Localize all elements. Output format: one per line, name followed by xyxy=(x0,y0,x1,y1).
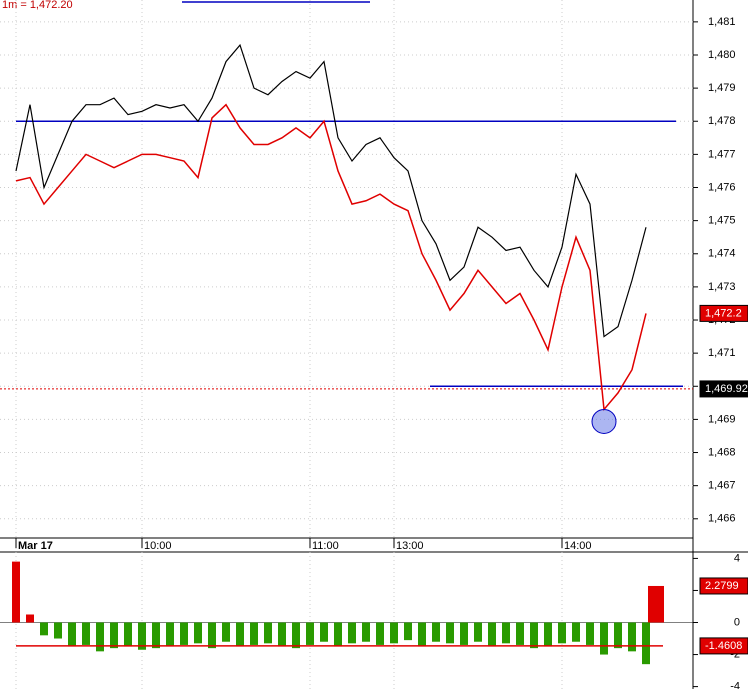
bar xyxy=(194,622,202,644)
chart-title: 1m = 1,472.20 xyxy=(2,0,73,11)
y-tick-label: 4 xyxy=(734,552,740,564)
value-box-label: 2.2799 xyxy=(705,580,739,592)
bar xyxy=(648,585,664,623)
bar xyxy=(572,622,580,642)
y-tick-label: 1,474 xyxy=(708,248,736,260)
x-tick-label: Mar 17 xyxy=(18,540,53,552)
bar xyxy=(446,622,454,644)
bar xyxy=(474,622,482,642)
x-tick-label: 10:00 xyxy=(144,540,172,552)
bar xyxy=(138,622,146,650)
value-box-label: 1,469.92 xyxy=(705,383,748,395)
bar xyxy=(236,622,244,647)
y-tick-label: 1,473 xyxy=(708,281,736,293)
bar xyxy=(460,622,468,645)
bar xyxy=(628,622,636,652)
x-tick-label: 14:00 xyxy=(564,540,592,552)
value-box-label: -1.4608 xyxy=(705,640,742,652)
value-box xyxy=(699,304,748,322)
bar xyxy=(166,622,174,647)
bar xyxy=(264,622,272,644)
bar xyxy=(208,622,216,649)
value-box xyxy=(699,577,748,595)
bar xyxy=(96,622,104,652)
value-box xyxy=(699,380,748,398)
bar xyxy=(306,622,314,645)
bar xyxy=(502,622,510,644)
bar xyxy=(376,622,384,645)
y-tick-label: 1,481 xyxy=(708,16,736,28)
bar xyxy=(404,622,412,641)
bar xyxy=(12,561,20,623)
bar xyxy=(278,622,286,647)
bar xyxy=(600,622,608,655)
y-tick-label: 1,480 xyxy=(708,49,736,61)
bar xyxy=(292,622,300,649)
bar xyxy=(124,622,132,647)
bar xyxy=(586,622,594,645)
bar xyxy=(516,622,524,645)
y-tick-label: -2 xyxy=(730,648,740,660)
bar xyxy=(40,622,48,636)
bar xyxy=(110,622,118,649)
y-tick-label: 1,479 xyxy=(708,82,736,94)
y-tick-label: 1,471 xyxy=(708,347,736,359)
series-line xyxy=(15,43,647,338)
bar xyxy=(558,622,566,644)
y-tick-label: 1,467 xyxy=(708,480,736,492)
bar xyxy=(180,622,188,645)
highlight-circle xyxy=(591,408,617,434)
bar xyxy=(530,622,538,649)
bar xyxy=(362,622,370,642)
bar xyxy=(152,622,160,649)
y-tick-label: 1,469 xyxy=(708,413,736,425)
y-tick-label: 1,468 xyxy=(708,446,736,458)
y-tick-label: 1,478 xyxy=(708,115,736,127)
bar xyxy=(68,622,76,647)
y-tick-label: 1,475 xyxy=(708,215,736,227)
bar xyxy=(418,622,426,647)
bar xyxy=(432,622,440,642)
bar xyxy=(320,622,328,642)
y-tick-label: 1,476 xyxy=(708,181,736,193)
value-box-label: 1,472.2 xyxy=(705,307,742,319)
bar xyxy=(544,622,552,647)
bar xyxy=(334,622,342,647)
value-box xyxy=(699,637,748,655)
bar xyxy=(26,614,34,623)
x-tick-label: 13:00 xyxy=(396,540,424,552)
bar xyxy=(642,622,650,665)
y-tick-label: 0 xyxy=(734,616,740,628)
bar xyxy=(54,622,62,639)
bar xyxy=(390,622,398,644)
bar xyxy=(488,622,496,647)
bar xyxy=(250,622,258,645)
bar xyxy=(82,622,90,645)
series-line xyxy=(15,103,647,412)
bar xyxy=(348,622,356,644)
y-tick-label: -4 xyxy=(730,681,740,689)
y-tick-label: 1,477 xyxy=(708,148,736,160)
y-tick-label: 1,466 xyxy=(708,513,736,525)
bar xyxy=(222,622,230,642)
bar xyxy=(614,622,622,649)
x-tick-label: 11:00 xyxy=(312,540,339,552)
